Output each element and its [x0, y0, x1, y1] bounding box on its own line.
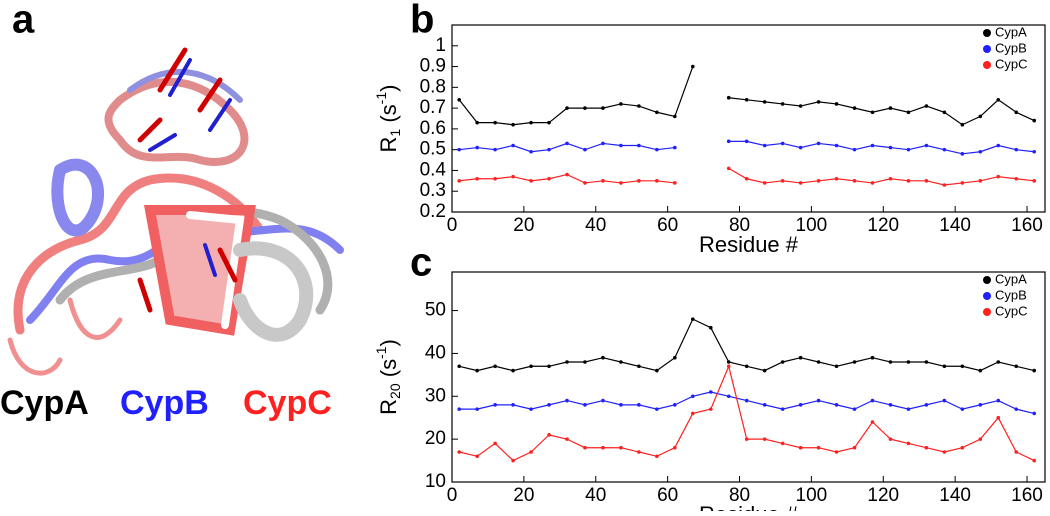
ribbon	[127, 68, 243, 103]
legend-marker	[983, 292, 991, 300]
x-axis-label: Residue #	[699, 232, 799, 257]
y-axis-label-part: 1	[387, 129, 403, 137]
x-tick-label: 100	[796, 215, 828, 236]
panel-label: a	[12, 0, 35, 42]
y-axis-label-part: R	[376, 137, 401, 153]
y-tick-label: 0.4	[420, 159, 447, 180]
structure-legend-label: CypC	[243, 384, 332, 422]
series-line	[459, 391, 1035, 415]
structure-legend-label: CypA	[0, 384, 89, 422]
series-line	[459, 140, 1035, 155]
plot-frame	[451, 24, 1046, 213]
x-tick-label: 20	[513, 215, 534, 236]
y-axis-label: R1 (s-1)	[373, 85, 403, 153]
y-tick-label: 0.3	[420, 180, 446, 201]
x-tick-label: 140	[939, 215, 971, 236]
x-tick-label: 80	[729, 485, 750, 506]
legend-label: CypB	[995, 40, 1027, 55]
y-axis-label-part: (s	[376, 359, 401, 383]
y-axis-label-part: -1	[373, 346, 389, 359]
plot-frame	[451, 271, 1046, 483]
series-line	[458, 66, 1035, 126]
legend-label: CypA	[995, 24, 1027, 39]
y-tick-label: 1	[435, 35, 446, 56]
ribbon	[104, 77, 249, 166]
panel-label: b	[410, 0, 434, 42]
panel-label: c	[410, 241, 432, 285]
y-tick-label: 10	[425, 471, 446, 492]
y-tick-label: 0.7	[420, 97, 446, 118]
legend-marker	[983, 45, 991, 53]
y-tick-label: 0.6	[420, 118, 446, 139]
y-tick-label: 0.2	[420, 201, 446, 222]
x-tick-label: 20	[513, 485, 534, 506]
x-tick-label: 160	[1011, 215, 1043, 236]
y-tick-label: 50	[425, 300, 446, 321]
y-tick-label: 20	[425, 428, 446, 449]
legend-label: CypA	[995, 271, 1027, 286]
y-tick-label: 0.8	[420, 76, 446, 97]
data-point	[726, 95, 731, 100]
y-axis-label: R20 (s-1)	[373, 339, 403, 415]
side-chain	[148, 58, 232, 277]
y-tick-label: 40	[425, 342, 446, 363]
y-axis-label-part: R	[376, 399, 401, 415]
y-axis-label-part: 20	[387, 383, 403, 399]
x-tick-label: 0	[447, 215, 458, 236]
helix	[233, 241, 314, 342]
x-tick-label: 140	[939, 485, 971, 506]
x-tick-label: 100	[796, 485, 828, 506]
x-tick-label: 80	[729, 215, 750, 236]
legend-label: CypC	[995, 56, 1028, 71]
x-tick-label: 160	[1011, 485, 1043, 506]
series-line	[459, 364, 1035, 462]
sheet	[186, 211, 245, 329]
ribbon	[13, 173, 265, 335]
y-tick-label: 0.9	[420, 56, 446, 77]
side-chain	[137, 47, 238, 313]
legend-label: CypB	[995, 287, 1027, 302]
helix	[51, 158, 105, 237]
x-tick-label: 60	[657, 485, 678, 506]
series-line	[459, 318, 1035, 372]
x-tick-label: 40	[585, 485, 606, 506]
x-axis-label: Residue #	[699, 502, 799, 511]
y-axis-label-part: -1	[373, 92, 389, 105]
legend-marker	[983, 29, 991, 37]
legend-marker	[983, 61, 991, 69]
y-axis-label-part: )	[376, 339, 401, 346]
x-tick-label: 40	[585, 215, 606, 236]
y-tick-label: 0.5	[420, 139, 446, 160]
structure-legend: CypA CypB CypC	[0, 384, 332, 422]
x-tick-label: 120	[867, 485, 899, 506]
y-tick-label: 30	[425, 385, 446, 406]
loop	[7, 297, 123, 376]
x-tick-label: 0	[447, 485, 458, 506]
structure-legend-label: CypB	[120, 384, 209, 422]
series-line	[459, 167, 1035, 186]
x-tick-label: 60	[657, 215, 678, 236]
protein-structure	[7, 47, 344, 376]
legend-marker	[983, 276, 991, 284]
legend-marker	[983, 308, 991, 316]
y-axis-label-part: (s	[376, 104, 401, 128]
y-axis-label-part: )	[376, 85, 401, 92]
x-tick-label: 120	[867, 215, 899, 236]
legend-label: CypC	[995, 303, 1028, 318]
